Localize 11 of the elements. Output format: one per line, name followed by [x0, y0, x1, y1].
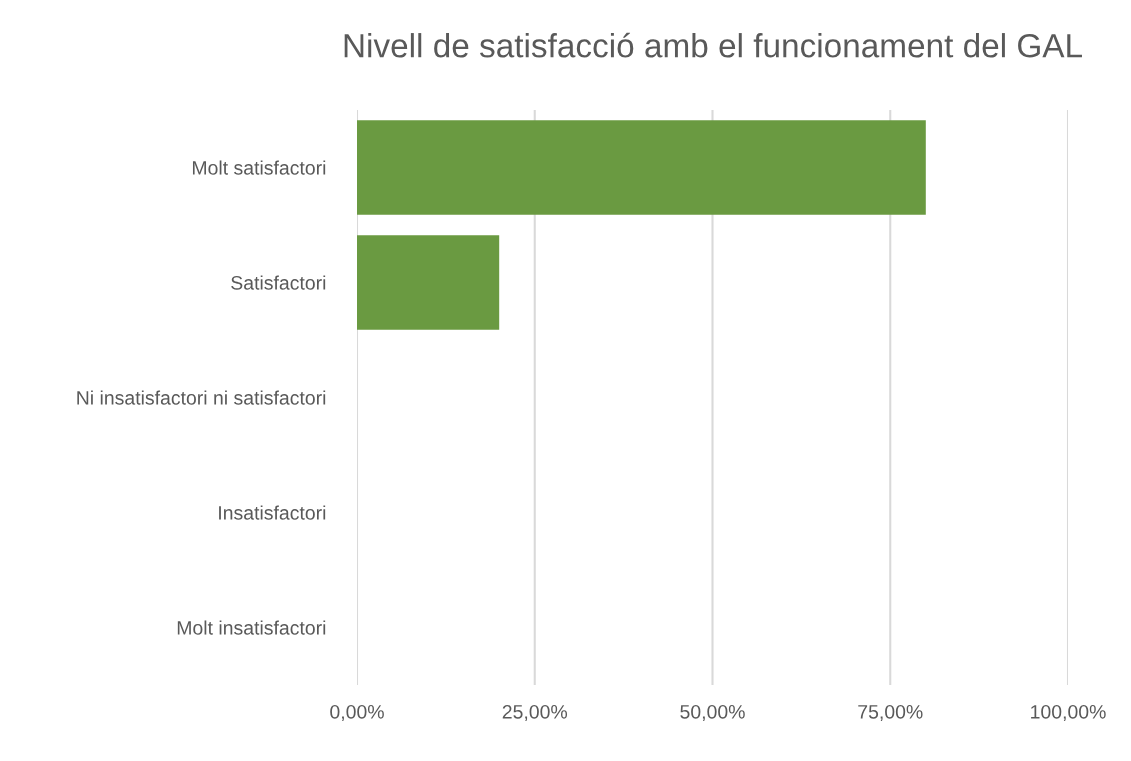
x-tick-label: 100,00%	[1031, 704, 1106, 722]
y-tick-label: Ni insatisfactori ni satisfactori	[77, 390, 326, 405]
chart-title: Nivell de satisfacció amb el funcionament del GAL	[344, 32, 1082, 58]
y-tick-label: Molt satisfactori	[192, 160, 326, 175]
y-tick-label: Insatisfactori	[219, 505, 326, 520]
x-tick-label: 0,00%	[330, 704, 384, 722]
x-tick-label: 75,00%	[858, 704, 923, 722]
y-tick-label: Satisfactori	[231, 275, 326, 290]
x-tick-label: 25,00%	[502, 704, 568, 722]
y-tick-label: Molt insatisfactori	[177, 620, 326, 635]
x-tick-label: 50,00%	[680, 704, 745, 722]
